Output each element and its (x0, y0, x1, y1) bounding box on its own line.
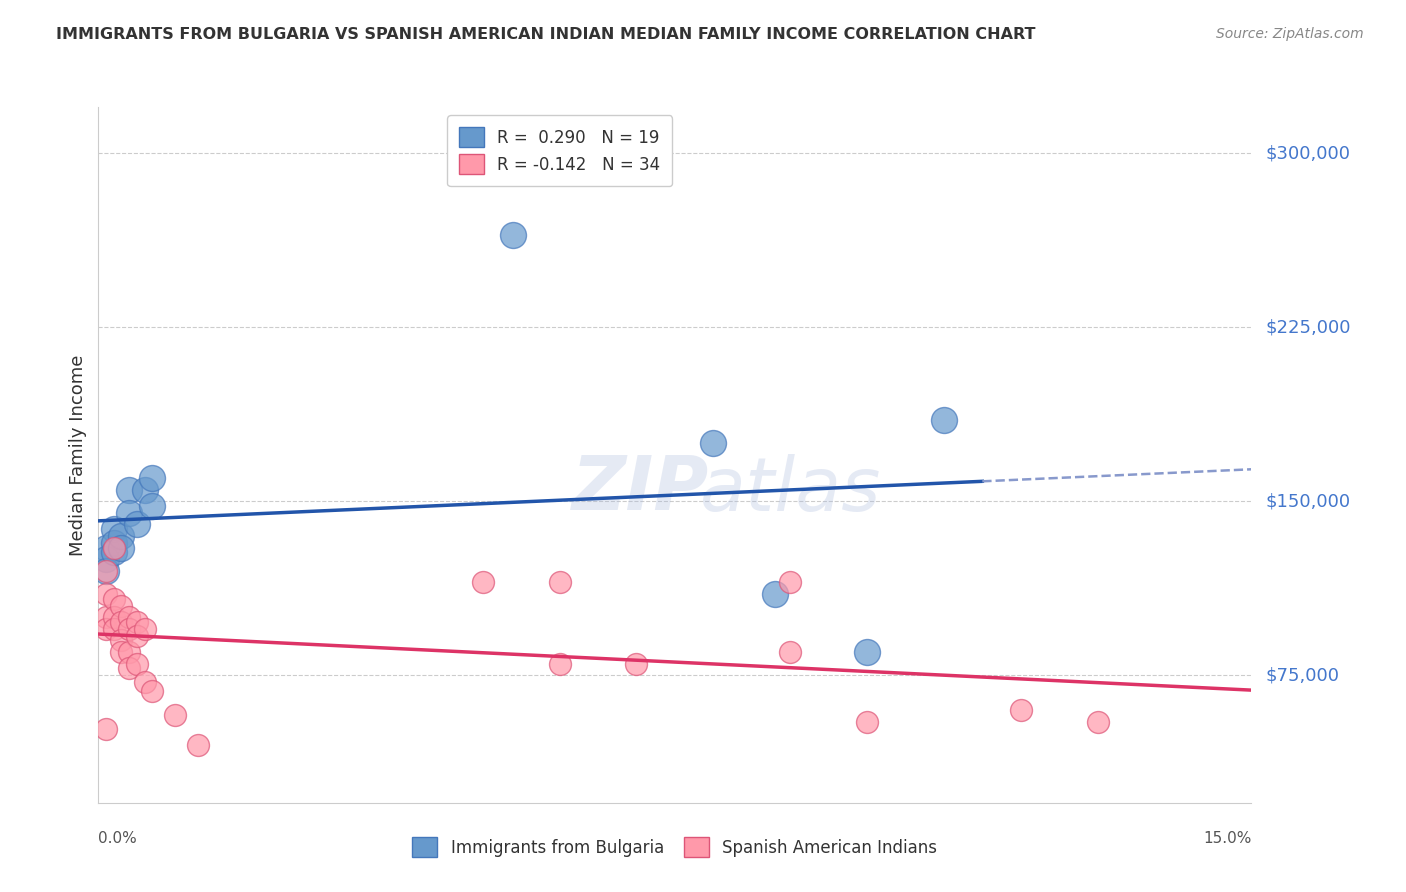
Point (502, 227, 524, 242)
Point (103, 522, 125, 536)
Point (548, 575, 571, 590)
Point (103, 545, 125, 559)
Point (94, 722, 117, 736)
Point (110, 541, 132, 555)
Point (626, 657, 648, 671)
Point (134, 622, 156, 636)
Text: Source: ZipAtlas.com: Source: ZipAtlas.com (1216, 27, 1364, 41)
Point (165, 707, 187, 722)
Point (118, 622, 141, 636)
Text: $150,000: $150,000 (1265, 492, 1350, 510)
Point (763, 587, 786, 601)
Point (125, 629, 148, 643)
Point (94, 610, 117, 624)
Point (94, 541, 117, 555)
Text: ZIP: ZIP (572, 453, 709, 526)
Point (110, 633, 132, 648)
Point (110, 615, 132, 629)
Point (141, 684, 163, 698)
Point (118, 610, 141, 624)
Point (548, 657, 571, 671)
Point (103, 541, 125, 555)
Point (856, 714, 879, 729)
Point (118, 661, 141, 675)
Text: 15.0%: 15.0% (1204, 830, 1251, 846)
Text: 0.0%: 0.0% (98, 830, 138, 846)
Point (702, 436, 724, 450)
Text: atlas: atlas (699, 454, 882, 525)
Point (94, 564, 117, 578)
Point (94, 587, 117, 601)
Point (856, 645, 879, 659)
Point (1010, 703, 1032, 717)
Legend: Immigrants from Bulgaria, Spanish American Indians: Immigrants from Bulgaria, Spanish Americ… (406, 830, 943, 864)
Text: $300,000: $300,000 (1265, 145, 1350, 162)
Point (471, 575, 494, 590)
Point (125, 517, 148, 532)
Point (103, 610, 125, 624)
Point (118, 483, 141, 497)
Point (94, 622, 117, 636)
Point (187, 738, 209, 752)
Point (110, 529, 132, 543)
Point (118, 506, 141, 520)
Point (94, 564, 117, 578)
Point (779, 575, 801, 590)
Y-axis label: Median Family Income: Median Family Income (69, 354, 87, 556)
Point (1087, 714, 1109, 729)
Point (103, 536, 125, 550)
Point (932, 413, 955, 427)
Point (110, 645, 132, 659)
Point (118, 645, 141, 659)
Point (110, 599, 132, 613)
Point (125, 657, 148, 671)
Text: IMMIGRANTS FROM BULGARIA VS SPANISH AMERICAN INDIAN MEDIAN FAMILY INCOME CORRELA: IMMIGRANTS FROM BULGARIA VS SPANISH AMER… (56, 27, 1036, 42)
Text: $75,000: $75,000 (1265, 666, 1340, 684)
Point (125, 615, 148, 629)
Point (141, 471, 163, 485)
Point (134, 675, 156, 690)
Point (103, 591, 125, 606)
Point (94, 552, 117, 566)
Text: $225,000: $225,000 (1265, 318, 1351, 336)
Point (134, 483, 156, 497)
Point (141, 499, 163, 513)
Point (779, 645, 801, 659)
Point (103, 622, 125, 636)
